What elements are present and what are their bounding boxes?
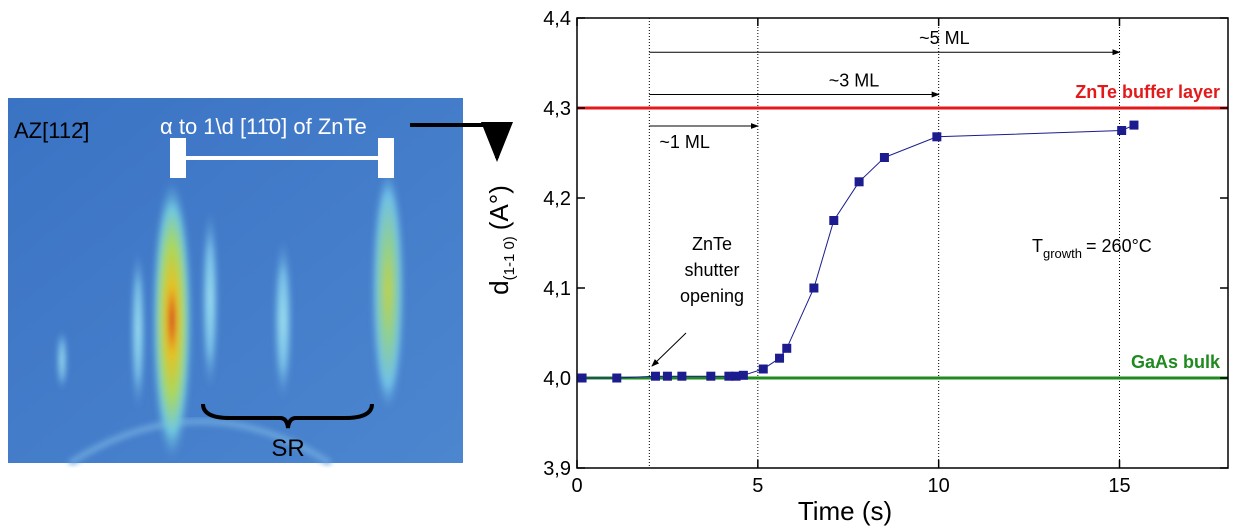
ml-label: ~3 ML bbox=[829, 71, 880, 91]
x-tick-label: 5 bbox=[752, 475, 763, 497]
plot-frame bbox=[576, 17, 1229, 469]
reference-label: GaAs bulk bbox=[1131, 352, 1221, 372]
data-point bbox=[782, 343, 792, 353]
data-point bbox=[612, 373, 622, 383]
shutter-note: shutter bbox=[684, 260, 739, 280]
chart: ZnTe buffer layer GaAs bulk 0 5 10 15 3,9 4,0 4,… bbox=[484, 8, 1229, 526]
x-axis-label: Time (s) bbox=[798, 496, 892, 526]
data-point bbox=[706, 371, 716, 381]
region-label: SR bbox=[271, 435, 304, 462]
ml-label: ~1 ML bbox=[659, 132, 710, 152]
shutter-note: ZnTe bbox=[692, 234, 732, 254]
data-point bbox=[854, 177, 864, 187]
x-tick-label: 0 bbox=[571, 475, 582, 497]
shutter-note: opening bbox=[680, 286, 744, 306]
y-tick-label: 4,1 bbox=[543, 278, 571, 300]
text-part: T bbox=[1032, 236, 1043, 256]
y-tick-label: 4,2 bbox=[543, 188, 571, 210]
reference-label: ZnTe buffer layer bbox=[1075, 82, 1220, 102]
data-point bbox=[809, 283, 819, 293]
ml-label: ~5 ML bbox=[919, 28, 970, 48]
y-tick-label: 3,9 bbox=[543, 458, 571, 480]
data-point bbox=[1129, 120, 1139, 130]
x-tick-label: 10 bbox=[928, 475, 950, 497]
text-part: growth bbox=[1043, 246, 1082, 261]
data-point bbox=[758, 364, 768, 374]
data-point bbox=[577, 373, 587, 383]
rheed-image: AZ[112̄] α to 1\d [11̄0] of ZnTe SR bbox=[8, 98, 513, 466]
data-point bbox=[724, 371, 734, 381]
text-part: d bbox=[484, 280, 514, 294]
data-point bbox=[738, 370, 748, 380]
y-tick-label: 4,3 bbox=[543, 98, 571, 120]
data-point bbox=[879, 153, 889, 162]
note-arrow bbox=[651, 332, 687, 367]
data-point bbox=[677, 371, 687, 381]
text-part: = 260°C bbox=[1086, 236, 1152, 256]
y-tick-label: 4,4 bbox=[543, 8, 571, 30]
spacing-label: α to 1\d [11̄0] of ZnTe bbox=[160, 114, 367, 139]
orientation-label: AZ[112̄] bbox=[14, 118, 89, 143]
data-point bbox=[775, 353, 785, 363]
data-point bbox=[932, 132, 942, 142]
x-tick-label: 15 bbox=[1108, 475, 1130, 497]
y-axis-label: d(1-1 0) (A°) bbox=[484, 185, 518, 295]
temperature-note: Tgrowth = 260°C bbox=[1032, 236, 1152, 261]
data-point bbox=[829, 216, 839, 225]
data-point bbox=[662, 371, 672, 381]
data-point bbox=[731, 371, 741, 381]
y-tick-label: 4,0 bbox=[543, 368, 571, 390]
text-part: (A°) bbox=[484, 185, 514, 230]
text-part: (1-1 0) bbox=[501, 236, 518, 280]
data-point bbox=[650, 371, 660, 381]
data-point bbox=[1117, 126, 1127, 135]
